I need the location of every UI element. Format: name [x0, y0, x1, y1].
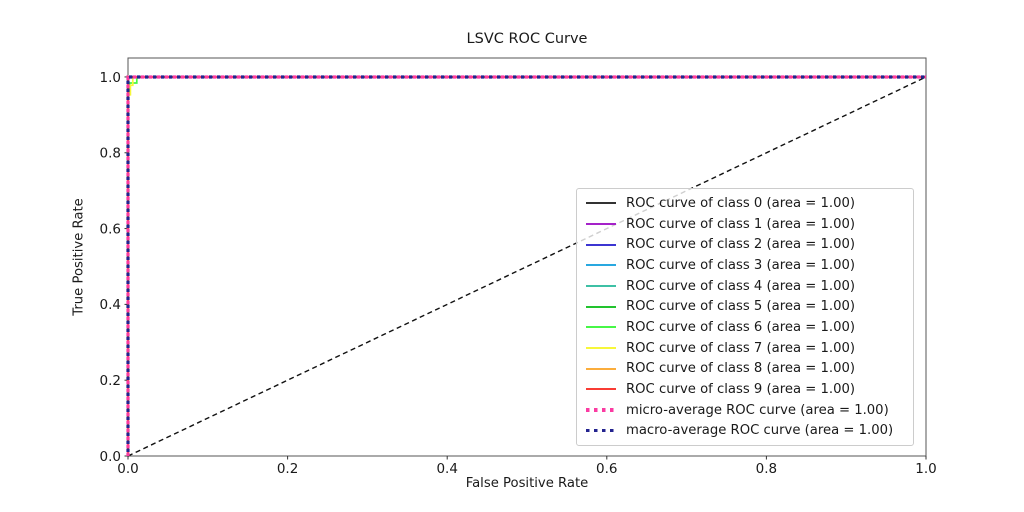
legend-label: ROC curve of class 1 (area = 1.00)	[626, 216, 855, 232]
legend-swatch-solid-icon	[586, 305, 616, 308]
x-tick-label: 0.4	[436, 461, 457, 477]
y-tick-label: 0.8	[100, 146, 121, 162]
legend-label: ROC curve of class 7 (area = 1.00)	[626, 340, 855, 356]
legend-swatch-solid-icon	[586, 202, 616, 205]
legend-label: ROC curve of class 5 (area = 1.00)	[626, 299, 855, 315]
legend-label: ROC curve of class 4 (area = 1.00)	[626, 278, 855, 294]
y-tick-label: 1.0	[100, 70, 121, 86]
x-axis-label: False Positive Rate	[465, 476, 589, 491]
legend-label: ROC curve of class 3 (area = 1.00)	[626, 257, 855, 273]
chart-title: LSVC ROC Curve	[466, 31, 588, 47]
legend-swatch-solid-icon	[586, 243, 616, 246]
x-tick-label: 0.8	[756, 461, 777, 477]
legend-swatch-dotted-icon	[586, 408, 616, 412]
legend-label: ROC curve of class 2 (area = 1.00)	[626, 237, 855, 253]
legend-label: ROC curve of class 8 (area = 1.00)	[626, 361, 855, 377]
y-tick-label: 0.6	[100, 221, 121, 237]
legend-item-class-8: ROC curve of class 8 (area = 1.00)	[586, 358, 904, 379]
legend-item-class-3: ROC curve of class 3 (area = 1.00)	[586, 255, 904, 276]
legend: ROC curve of class 0 (area = 1.00) ROC cu…	[576, 188, 914, 446]
legend-label: ROC curve of class 6 (area = 1.00)	[626, 319, 855, 335]
legend-swatch-solid-icon	[586, 264, 616, 267]
roc-curve-micro-average	[126, 75, 926, 456]
legend-label: ROC curve of class 9 (area = 1.00)	[626, 381, 855, 397]
legend-swatch-solid-icon	[586, 223, 616, 225]
x-tick-label: 0.6	[596, 461, 617, 477]
legend-item-class-2: ROC curve of class 2 (area = 1.00)	[586, 234, 904, 255]
y-axis-label: True Positive Rate	[71, 198, 87, 316]
legend-item-class-4: ROC curve of class 4 (area = 1.00)	[586, 276, 904, 297]
legend-label: ROC curve of class 0 (area = 1.00)	[626, 195, 855, 211]
y-tick-label: 0.2	[100, 373, 121, 389]
legend-swatch-solid-icon	[586, 347, 616, 350]
legend-swatch-solid-icon	[586, 326, 616, 329]
legend-swatch-solid-icon	[586, 388, 616, 391]
legend-item-macro-average: macro-average ROC curve (area = 1.00)	[586, 420, 904, 441]
y-tick-label: 0.4	[100, 297, 121, 313]
legend-item-class-7: ROC curve of class 7 (area = 1.00)	[586, 338, 904, 359]
legend-item-class-1: ROC curve of class 1 (area = 1.00)	[586, 214, 904, 235]
roc-curve-macro-average	[126, 75, 926, 456]
y-tick-label: 0.0	[100, 449, 121, 465]
legend-swatch-dotted-icon	[586, 429, 616, 433]
legend-swatch-solid-icon	[586, 285, 616, 288]
legend-swatch-solid-icon	[586, 367, 616, 370]
legend-item-micro-average: micro-average ROC curve (area = 1.00)	[586, 400, 904, 421]
x-tick-label: 1.0	[915, 461, 936, 477]
legend-item-class-0: ROC curve of class 0 (area = 1.00)	[586, 193, 904, 214]
x-tick-label: 0.0	[117, 461, 138, 477]
legend-item-class-5: ROC curve of class 5 (area = 1.00)	[586, 296, 904, 317]
x-tick-label: 0.2	[277, 461, 298, 477]
legend-item-class-9: ROC curve of class 9 (area = 1.00)	[586, 379, 904, 400]
legend-label: micro-average ROC curve (area = 1.00)	[626, 402, 889, 418]
legend-item-class-6: ROC curve of class 6 (area = 1.00)	[586, 317, 904, 338]
chance-diagonal-line	[127, 76, 927, 457]
legend-label: macro-average ROC curve (area = 1.00)	[626, 423, 894, 439]
